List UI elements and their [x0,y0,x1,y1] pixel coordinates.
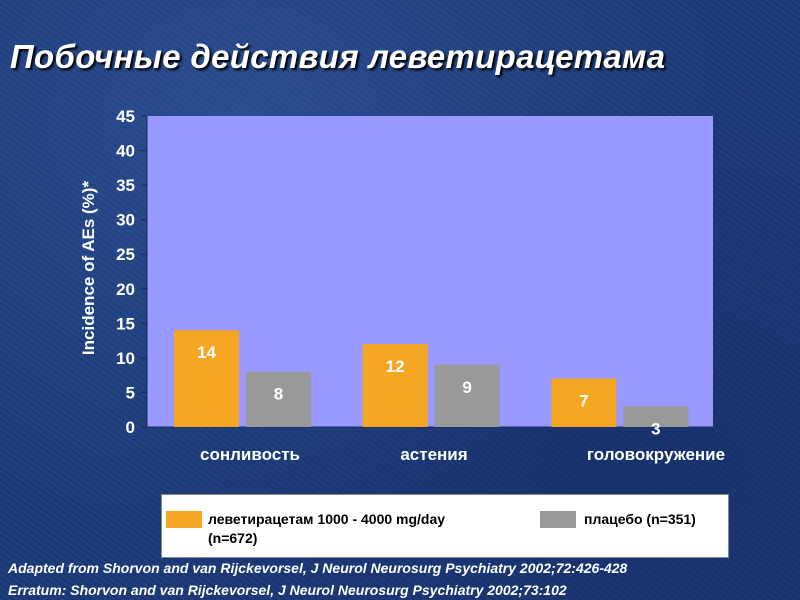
bar-data-label: 14 [197,343,216,362]
y-tick-label: 45 [116,107,135,126]
y-tick-label: 40 [116,142,135,161]
legend-label-drug-line1: леветирацетам 1000 - 4000 mg/day [208,511,446,527]
bar-drug-2 [362,344,428,427]
legend-swatch-drug [166,511,202,528]
bar-data-label: 7 [579,392,588,411]
bar-placebo-3 [623,406,689,427]
category-label: сонливость [200,445,300,464]
y-tick-label: 25 [116,245,135,264]
legend: леветирацетам 1000 - 4000 mg/day (n=672)… [161,494,729,558]
bar-placebo-1 [246,371,311,427]
legend-label-drug: леветирацетам 1000 - 4000 mg/day (n=672) [208,510,445,548]
y-axis-title: Incidence of AEs (%)* [79,181,98,356]
bar-drug-3 [551,378,617,427]
citation-line-1: Adapted from Shorvon and van Rijckevorse… [8,560,628,576]
slide-title: Побочные действия леветирацетама [10,38,666,75]
bar-data-label: 9 [462,378,471,397]
bar-drug-1 [174,330,239,427]
legend-swatch-placebo [540,511,576,528]
legend-label-placebo: плацебо (n=351) [584,511,696,527]
y-tick-label: 15 [116,314,135,333]
category-label: астения [400,445,467,464]
bar-placebo-2 [434,364,500,427]
y-tick-label: 30 [116,211,135,230]
bar-data-label: 12 [386,357,405,376]
y-tick-label: 5 [126,383,135,402]
y-tick-label: 0 [126,418,135,437]
y-tick-label: 10 [116,349,135,368]
y-tick-label: 35 [116,176,135,195]
bar-data-label: 3 [651,419,660,438]
legend-label-drug-line2: (n=672) [208,530,258,546]
bar-data-label: 8 [274,385,283,404]
y-tick-label: 20 [116,280,135,299]
bar-chart: 0 5 10 15 20 25 30 35 40 45 14 8 12 9 7 3 сонливость ас… [79,107,725,464]
category-label: головокружение [587,445,725,464]
plot-area [147,116,713,427]
citation-line-2: Erratum: Shorvon and van Rijckevorsel, J… [8,582,567,598]
